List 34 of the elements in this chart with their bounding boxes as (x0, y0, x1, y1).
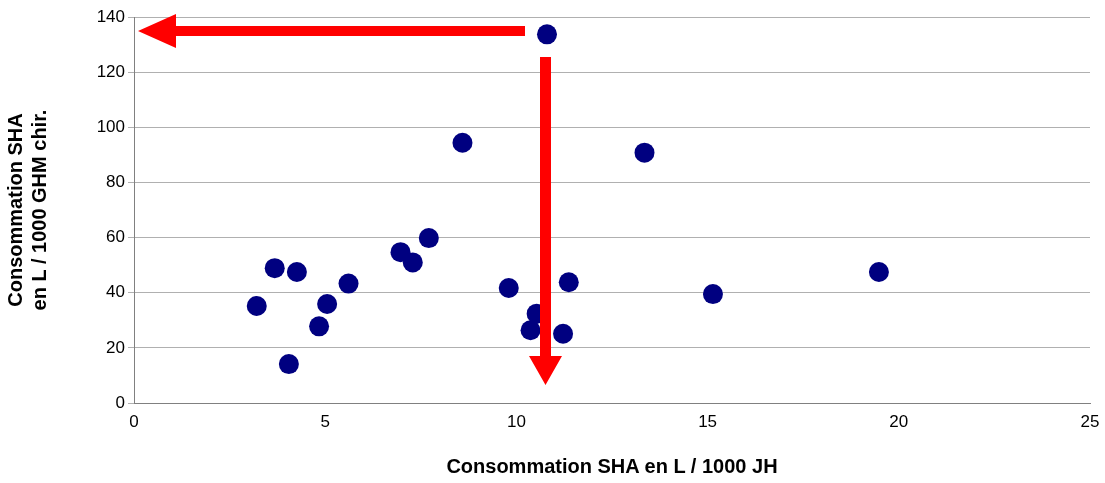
x-tick-label: 20 (889, 411, 909, 431)
point (286, 262, 307, 283)
point (309, 316, 330, 337)
point (278, 354, 299, 375)
x-tick-label: 15 (698, 411, 718, 431)
x-tick-label: 10 (506, 411, 526, 431)
y-tick-label: 80 (106, 172, 125, 192)
point (634, 142, 655, 163)
point (702, 284, 723, 305)
point (452, 132, 473, 153)
y-axis-title: Consommation SHA en L / 1000 GHM chir. (3, 109, 50, 311)
y-tick-label: 0 (115, 392, 125, 412)
point (402, 252, 423, 273)
point (264, 258, 285, 279)
point (558, 272, 579, 293)
point (246, 295, 267, 316)
point (553, 323, 574, 344)
y-tick-label: 40 (106, 282, 125, 302)
y-tick-label: 140 (96, 6, 125, 26)
point (498, 278, 519, 299)
point (536, 24, 557, 45)
x-tick-label: 0 (129, 411, 139, 431)
point (520, 320, 541, 341)
y-tick-label: 20 (106, 337, 125, 357)
x-axis-title: Consommation SHA en L / 1000 JH (446, 454, 778, 477)
y-tick-label: 120 (96, 61, 125, 81)
y-tick-label: 100 (96, 116, 125, 136)
x-tick-label: 5 (320, 411, 330, 431)
point (317, 294, 338, 315)
point (868, 262, 889, 283)
point (418, 228, 439, 249)
x-tick-label: 25 (1080, 411, 1100, 431)
y-tick-label: 60 (106, 227, 125, 247)
point (338, 273, 359, 294)
